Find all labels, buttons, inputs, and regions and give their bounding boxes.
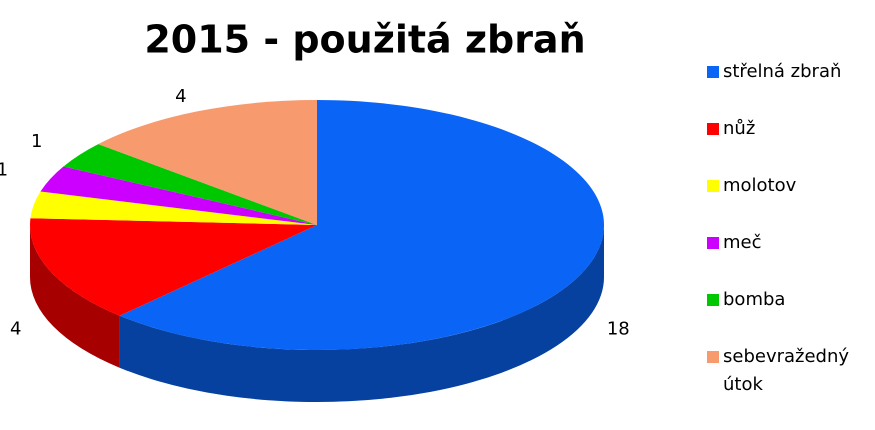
legend-label: meč [723, 232, 762, 253]
legend-item: nůž [707, 115, 875, 172]
legend-swatch [707, 66, 719, 78]
data-label: 4 [10, 318, 21, 339]
slice [63, 144, 318, 225]
slice [30, 191, 318, 225]
legend-label: střelná zbraň [723, 61, 842, 82]
legend-item: meč [707, 229, 875, 286]
legend-label: molotov [723, 175, 797, 196]
legend-swatch [707, 294, 719, 306]
slice-side [30, 225, 120, 368]
slice-side-shade [30, 225, 120, 368]
data-label: 18 [607, 318, 630, 339]
legend-label: sebevražedný útok [723, 346, 850, 395]
pie-area: 2015 - použitá zbraň 1841114 [0, 18, 630, 403]
legend-item: sebevražedný útok [707, 343, 875, 400]
slice-side [119, 225, 605, 403]
legend: střelná zbraň nůž molotov meč bomba sebevraže… [707, 58, 875, 400]
legend-label: nůž [723, 118, 756, 139]
data-label: 4 [175, 86, 186, 107]
legend-swatch [707, 237, 719, 249]
slice [98, 100, 317, 225]
legend-swatch [707, 351, 719, 363]
legend-swatch [707, 123, 719, 135]
slice [40, 166, 317, 225]
data-label: 1 [0, 159, 8, 180]
legend-item: molotov [707, 172, 875, 229]
chart-title: 2015 - použitá zbraň [144, 18, 585, 62]
data-label: 1 [31, 131, 42, 152]
legend-label: bomba [723, 289, 786, 310]
slice-side-shade [119, 225, 605, 403]
legend-swatch [707, 180, 719, 192]
slice [119, 100, 604, 350]
legend-item: střelná zbraň [707, 58, 875, 115]
legend-item: bomba [707, 286, 875, 343]
slice [29, 218, 317, 316]
